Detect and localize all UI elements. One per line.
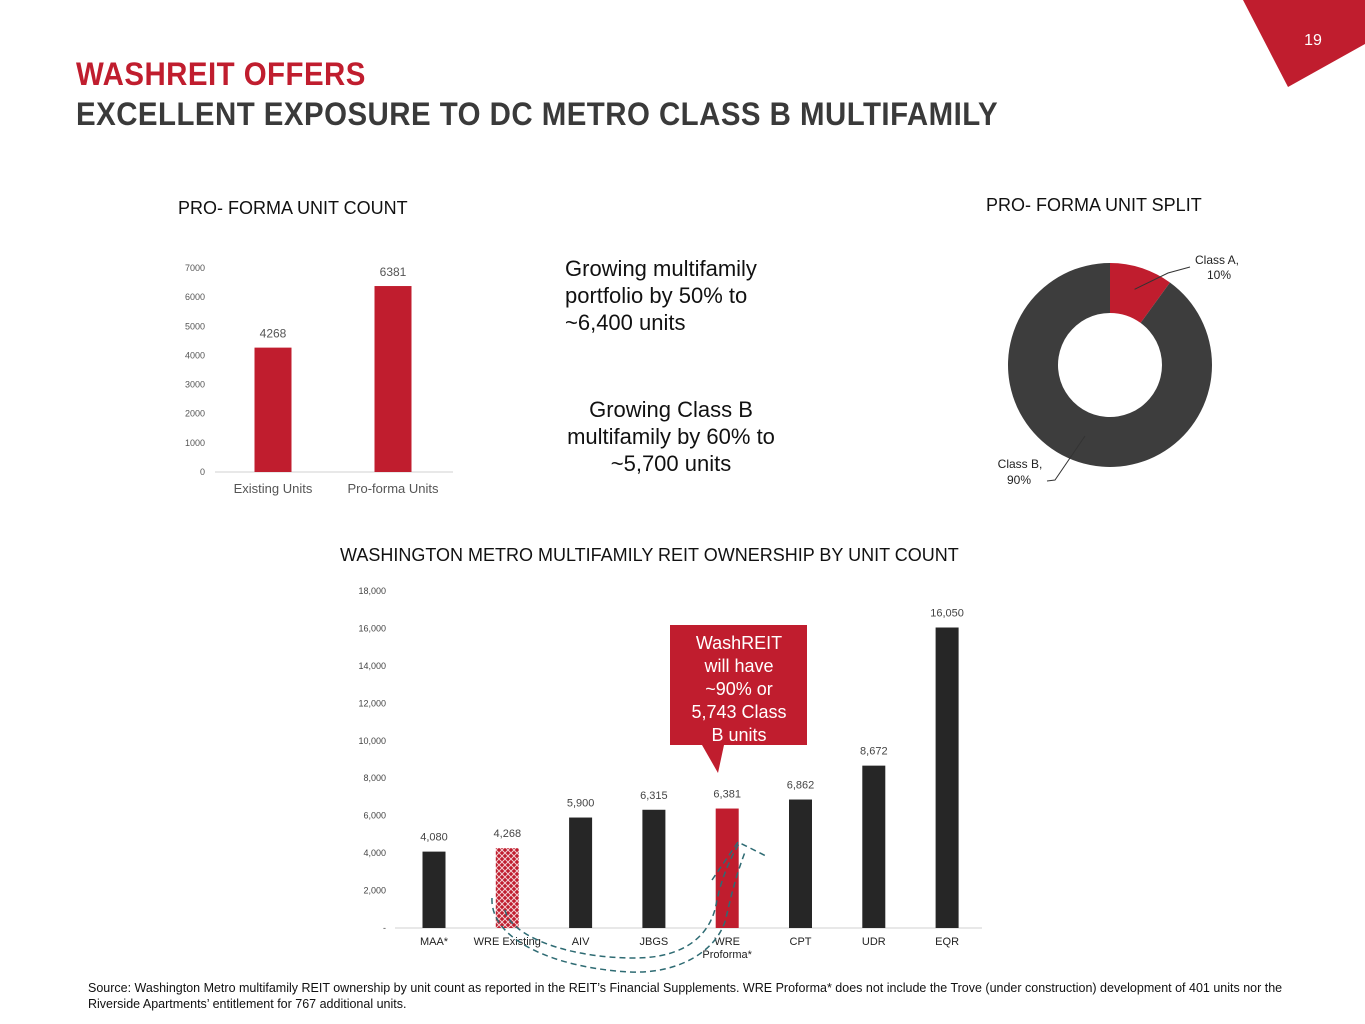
x-tick-label: EQR — [935, 936, 959, 948]
callout-line: B units — [711, 725, 766, 745]
washreit-callout-bubble: WashREIT will have ~90% or 5,743 Class B uni… — [670, 625, 807, 773]
callout-line: WashREIT — [696, 633, 782, 653]
y-tick-label: 7000 — [185, 263, 205, 273]
y-tick-label: 4,000 — [363, 848, 386, 858]
x-tick-label: WRE Existing — [474, 936, 541, 948]
class-a-leader-line — [1134, 266, 1191, 290]
y-tick-label: 6000 — [185, 292, 205, 302]
donut-slice-class-b — [1008, 263, 1212, 467]
data-label: 6,315 — [640, 790, 668, 802]
class-b-leader-line — [1046, 435, 1086, 482]
bar-cpt — [789, 799, 812, 928]
donut-slice-class-a — [1110, 263, 1170, 323]
x-tick-label: AIV — [572, 936, 590, 948]
y-tick-label: 3000 — [185, 380, 205, 390]
data-label: 4,268 — [494, 828, 522, 840]
y-tick-label: 2,000 — [363, 886, 386, 896]
unit-count-chart-title: PRO- FORMA UNIT COUNT — [178, 198, 408, 218]
data-label: 5,900 — [567, 798, 595, 810]
data-label: 6,381 — [713, 789, 741, 801]
class-b-label: Class B, — [998, 457, 1043, 471]
y-tick-label: 2000 — [185, 409, 205, 419]
callout-line: will have — [703, 656, 773, 676]
multifamily-growth-callout: Growing multifamily portfolio by 50% to … — [565, 256, 757, 335]
class-a-label: Class A, — [1195, 253, 1239, 267]
callout-line: ~90% or — [705, 679, 773, 699]
y-tick-label: 5000 — [185, 321, 205, 331]
unit-split-donut-chart: Class A,10% Class B, 90% — [998, 253, 1239, 487]
data-label: 4268 — [260, 327, 287, 341]
page-number: 19 — [1304, 32, 1322, 49]
data-label: 16,050 — [930, 608, 964, 620]
data-label: 6381 — [380, 265, 407, 279]
x-tick-label: Existing Units — [234, 481, 313, 496]
source-footnote: Source: Washington Metro multifamily REI… — [88, 981, 1283, 1011]
bar-udr — [862, 765, 886, 928]
bar-jbgs — [642, 809, 666, 928]
x-tick-label: MAA* — [420, 936, 449, 948]
y-tick-label: 12,000 — [358, 698, 386, 708]
bar-pro-forma-units — [374, 286, 412, 472]
class-b-percent: 90% — [1007, 473, 1031, 487]
x-tick-label: WRE — [714, 936, 740, 948]
page-subtitle: EXCELLENT EXPOSURE TO DC METRO CLASS B M… — [76, 96, 999, 132]
bar-eqr — [935, 627, 959, 928]
reit-ownership-chart-title: WASHINGTON METRO MULTIFAMILY REIT OWNERS… — [340, 545, 959, 565]
unit-split-chart-title: PRO- FORMA UNIT SPLIT — [986, 195, 1202, 215]
growth-arrow-head — [711, 841, 767, 881]
callout-line: 5,743 Class — [691, 702, 786, 722]
y-tick-label: 18,000 — [358, 586, 386, 596]
y-tick-label: 8,000 — [363, 773, 386, 783]
y-tick-label: 14,000 — [358, 661, 386, 671]
bar-aiv — [569, 817, 593, 928]
page-corner-badge — [1243, 0, 1365, 87]
y-tick-label: 4000 — [185, 350, 205, 360]
y-tick-label: 16,000 — [358, 623, 386, 633]
y-tick-label: 0 — [200, 467, 205, 477]
x-tick-label: JBGS — [640, 936, 669, 948]
unit-count-chart: 0 1000 2000 3000 4000 5000 6000 7000 4268 Existin… — [185, 263, 453, 496]
growth-arrow-outer — [491, 851, 746, 973]
data-label: 6,862 — [787, 780, 815, 792]
y-tick-label: 6,000 — [363, 811, 386, 821]
bar-maa — [422, 851, 446, 928]
class-a-percent: 10% — [1207, 268, 1231, 282]
bar-existing-units — [254, 347, 292, 472]
bar-wre-existing — [495, 848, 519, 928]
growth-arrow-inner — [504, 841, 741, 959]
x-tick-label: UDR — [862, 936, 886, 948]
reit-ownership-chart: - 2,000 4,000 6,000 8,000 10,000 12,000 14,000 1… — [358, 586, 982, 973]
data-label: 4,080 — [420, 832, 448, 844]
x-tick-label: Proforma* — [702, 949, 752, 961]
y-tick-label: 10,000 — [358, 736, 386, 746]
bar-wre-proforma — [715, 808, 739, 928]
x-tick-label: Pro-forma Units — [347, 481, 439, 496]
x-tick-label: CPT — [790, 936, 812, 948]
data-label: 8,672 — [860, 746, 888, 758]
page-title: WASHREIT OFFERS — [76, 56, 366, 92]
y-tick-label: 1000 — [185, 438, 205, 448]
class-b-growth-callout: Growing Class B multifamily by 60% to ~5… — [567, 397, 775, 476]
y-tick-label: - — [383, 923, 386, 933]
callout-background — [670, 625, 807, 773]
